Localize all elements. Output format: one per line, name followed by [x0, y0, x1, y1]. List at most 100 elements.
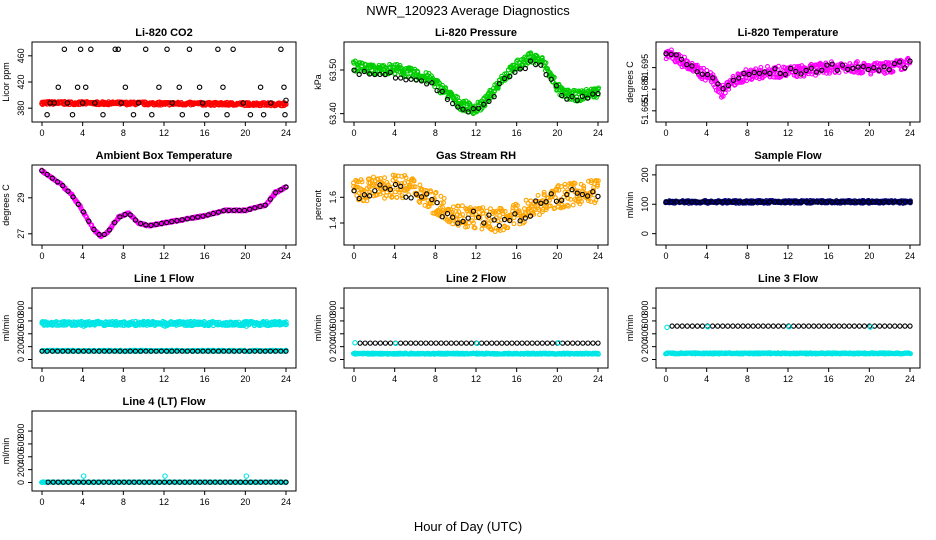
data-point	[488, 206, 493, 212]
data-point	[414, 68, 420, 74]
data-point	[115, 46, 122, 53]
data-point	[827, 70, 832, 76]
data-point	[510, 205, 516, 211]
data-point	[465, 215, 471, 221]
data-point	[91, 348, 97, 354]
data-point	[262, 348, 268, 354]
data-point	[741, 70, 747, 77]
data-point	[215, 46, 221, 53]
y-axis-label: degrees C	[1, 184, 11, 226]
y-tick-label: 600	[16, 313, 26, 328]
data-point	[55, 84, 62, 90]
data-point	[461, 98, 467, 104]
data-point	[741, 199, 747, 205]
data-point	[449, 100, 456, 107]
data-point	[663, 199, 669, 205]
data-point	[143, 348, 149, 354]
data-point	[871, 65, 877, 71]
data-point	[865, 199, 872, 205]
data-point	[859, 69, 865, 75]
x-tick-label: 20	[864, 251, 874, 261]
data-point	[845, 66, 851, 73]
data-point	[486, 98, 492, 105]
data-point	[148, 348, 154, 354]
data-point	[283, 97, 289, 104]
data-point	[80, 348, 87, 354]
data-point	[782, 71, 789, 78]
y-tick-label: 63.50	[328, 59, 338, 82]
data-point	[896, 199, 903, 205]
data-point	[574, 97, 580, 103]
data-point	[477, 213, 483, 219]
data-point	[221, 208, 227, 214]
data-point	[236, 348, 242, 354]
x-tick-label: 0	[663, 251, 668, 261]
data-point	[570, 202, 576, 208]
data-point	[803, 199, 809, 205]
data-point	[704, 199, 711, 205]
data-point	[574, 190, 580, 196]
x-tick-label: 4	[80, 251, 85, 261]
data-point	[543, 199, 549, 205]
data-point	[431, 197, 437, 203]
data-point	[736, 75, 742, 81]
data-point	[810, 69, 816, 75]
data-point	[798, 71, 804, 77]
data-point	[184, 348, 191, 354]
data-point	[39, 168, 45, 174]
x-tick-label: 8	[745, 128, 750, 138]
panel-title: Line 1 Flow	[134, 273, 194, 285]
panel-title: Li-820 Pressure	[435, 27, 517, 39]
data-point	[896, 59, 903, 65]
data-point	[529, 340, 535, 346]
data-point	[507, 217, 513, 224]
data-point	[564, 96, 570, 102]
y-axis-label: degrees C	[625, 61, 635, 103]
y-tick-label: 100	[640, 197, 650, 212]
x-tick-label: 8	[121, 128, 126, 138]
data-point	[79, 100, 86, 106]
data-point	[522, 215, 528, 221]
data-point	[584, 193, 591, 199]
data-point	[538, 62, 544, 68]
data-point	[412, 184, 418, 190]
data-point	[590, 91, 596, 97]
data-point	[756, 70, 763, 76]
data-point	[215, 348, 222, 354]
data-point	[44, 111, 50, 118]
data-point	[876, 199, 882, 205]
data-point	[465, 109, 471, 115]
data-point	[443, 85, 449, 91]
data-point	[179, 217, 185, 223]
data-point	[543, 71, 549, 78]
data-point	[595, 90, 601, 97]
data-point	[153, 221, 159, 228]
data-point	[475, 105, 482, 111]
data-point	[91, 226, 97, 233]
y-axis-label: kPa	[313, 74, 323, 90]
data-point	[122, 348, 128, 354]
series-outliers	[80, 323, 250, 329]
data-point	[403, 77, 409, 83]
data-point	[468, 340, 475, 346]
data-point	[564, 191, 570, 198]
data-point	[241, 207, 248, 214]
y-tick-label: 380	[16, 101, 26, 116]
x-tick-label: 20	[552, 374, 562, 384]
plot-area	[350, 50, 602, 117]
data-point	[798, 199, 804, 205]
data-point	[470, 106, 477, 112]
x-tick-label: 12	[471, 128, 481, 138]
data-point	[418, 194, 425, 200]
data-point	[772, 199, 778, 205]
data-point	[278, 46, 284, 53]
y-axis-label: ml/min	[313, 315, 323, 342]
data-point	[689, 63, 695, 69]
data-point	[174, 348, 180, 354]
data-point	[701, 65, 707, 71]
data-point	[594, 183, 600, 189]
data-point	[819, 199, 825, 205]
